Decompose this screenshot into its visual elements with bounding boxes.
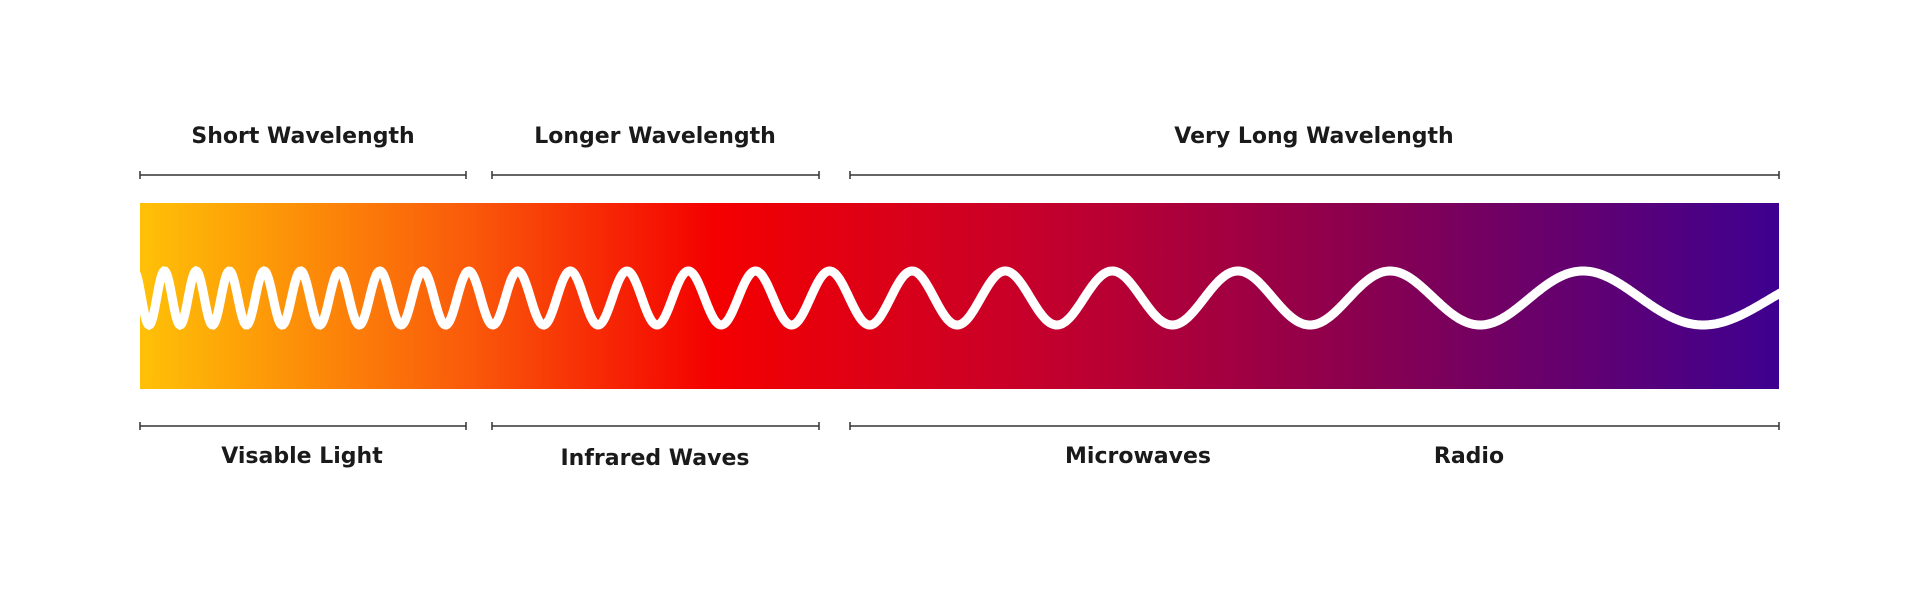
footer-label: Microwaves [1065,444,1211,469]
header-label: Short Wavelength [191,124,414,149]
range-line [849,171,1780,179]
footer-label: Infrared Waves [561,446,750,471]
footer-label: Visable Light [221,444,383,469]
range-line [491,422,820,430]
header-label: Longer Wavelength [534,124,776,149]
wave [140,265,1779,331]
range-line [139,422,467,430]
range-line [849,422,1780,430]
top-rules [139,171,1780,179]
bottom-rules [139,422,1780,430]
range-line [491,171,820,179]
footer-label: Radio [1434,444,1504,469]
header-label: Very Long Wavelength [1174,124,1453,149]
range-line [139,171,467,179]
